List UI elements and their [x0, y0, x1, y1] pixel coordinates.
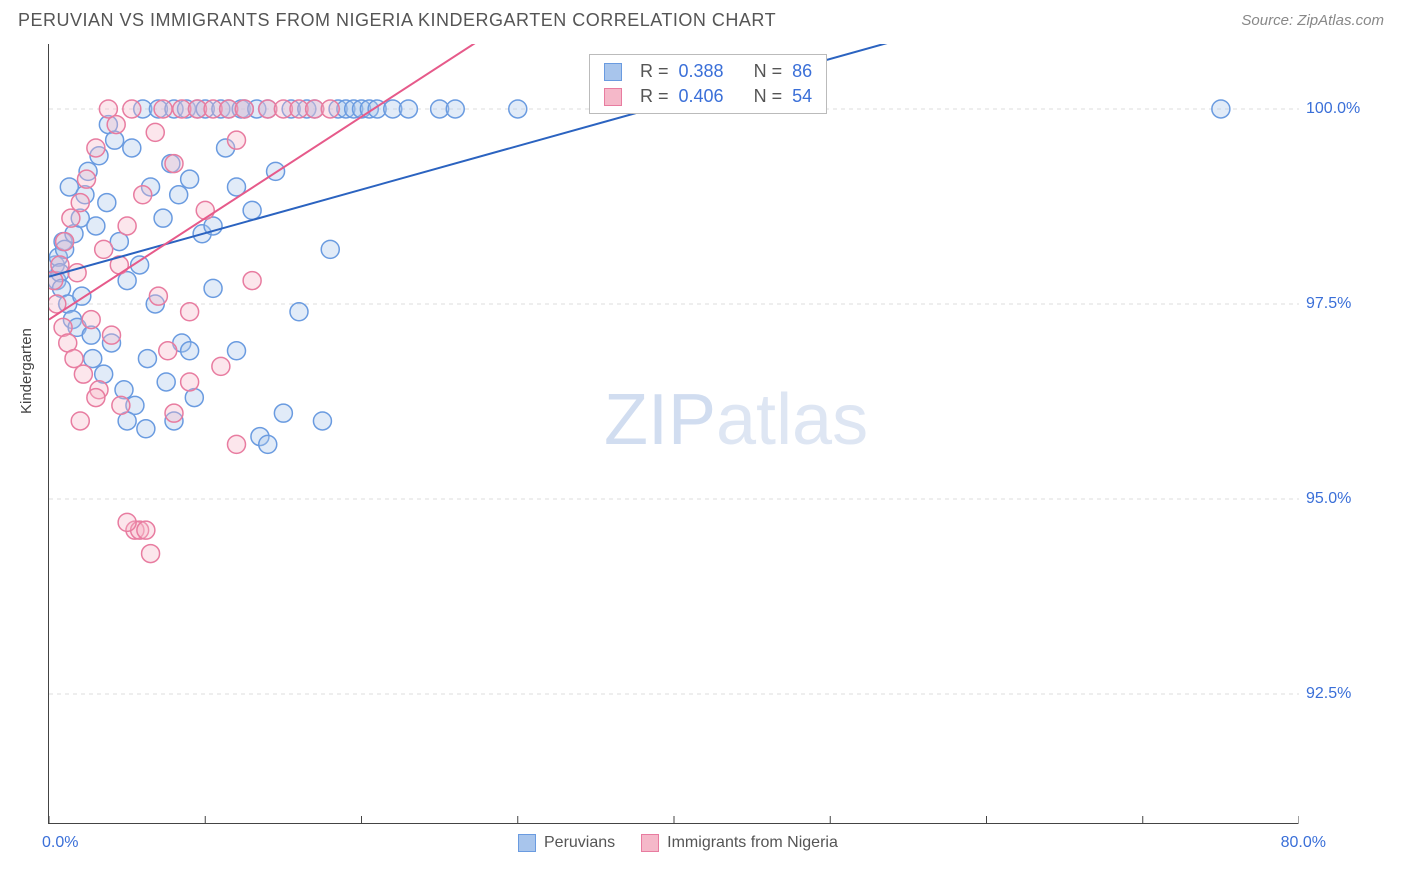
legend-label-a: Peruvians	[544, 834, 615, 851]
x-tick-left: 0.0%	[42, 834, 78, 852]
y-tick-label: 97.5%	[1306, 295, 1351, 313]
plot-svg: ZIPatlas	[49, 44, 1299, 824]
chart-header: PERUVIAN VS IMMIGRANTS FROM NIGERIA KIND…	[0, 0, 1406, 39]
stats-n-value: 86	[792, 61, 812, 82]
y-tick-label: 92.5%	[1306, 685, 1351, 703]
legend-swatch-b	[641, 834, 659, 852]
stats-swatch	[604, 88, 622, 106]
svg-text:ZIPatlas: ZIPatlas	[604, 380, 868, 460]
stats-n-value: 54	[792, 86, 812, 107]
legend-swatch-a	[518, 834, 536, 852]
stats-r-value: 0.406	[679, 86, 724, 107]
legend-bottom: Peruvians Immigrants from Nigeria	[518, 834, 838, 852]
source-prefix: Source:	[1241, 12, 1297, 29]
source-attribution: Source: ZipAtlas.com	[1241, 12, 1384, 29]
y-tick-labels: 92.5% 95.0% 97.5% 100.0%	[1306, 44, 1386, 824]
stats-box: R = 0.388 N = 86 R = 0.406 N = 54	[589, 54, 827, 114]
chart-title: PERUVIAN VS IMMIGRANTS FROM NIGERIA KIND…	[18, 10, 776, 31]
legend-item-series-b: Immigrants from Nigeria	[641, 834, 838, 852]
stats-row: R = 0.406 N = 54	[590, 84, 826, 109]
stats-r-label: R =	[640, 86, 669, 107]
stats-row: R = 0.388 N = 86	[590, 59, 826, 84]
y-tick-label: 100.0%	[1306, 100, 1360, 118]
stats-n-label: N =	[754, 86, 783, 107]
x-tick-right: 80.0%	[1281, 834, 1326, 852]
stats-r-value: 0.388	[679, 61, 724, 82]
y-tick-label: 95.0%	[1306, 490, 1351, 508]
source-name: ZipAtlas.com	[1297, 12, 1384, 29]
stats-n-label: N =	[754, 61, 783, 82]
chart-area: Kindergarten ZIPatlas R = 0.388 N = 86 R = 0…	[18, 44, 1388, 864]
y-axis-label: Kindergarten	[18, 328, 35, 414]
stats-r-label: R =	[640, 61, 669, 82]
stats-swatch	[604, 63, 622, 81]
legend-label-b: Immigrants from Nigeria	[667, 834, 838, 851]
plot-region: ZIPatlas R = 0.388 N = 86 R = 0.406 N = 54	[48, 44, 1298, 824]
legend-item-series-a: Peruvians	[518, 834, 615, 852]
